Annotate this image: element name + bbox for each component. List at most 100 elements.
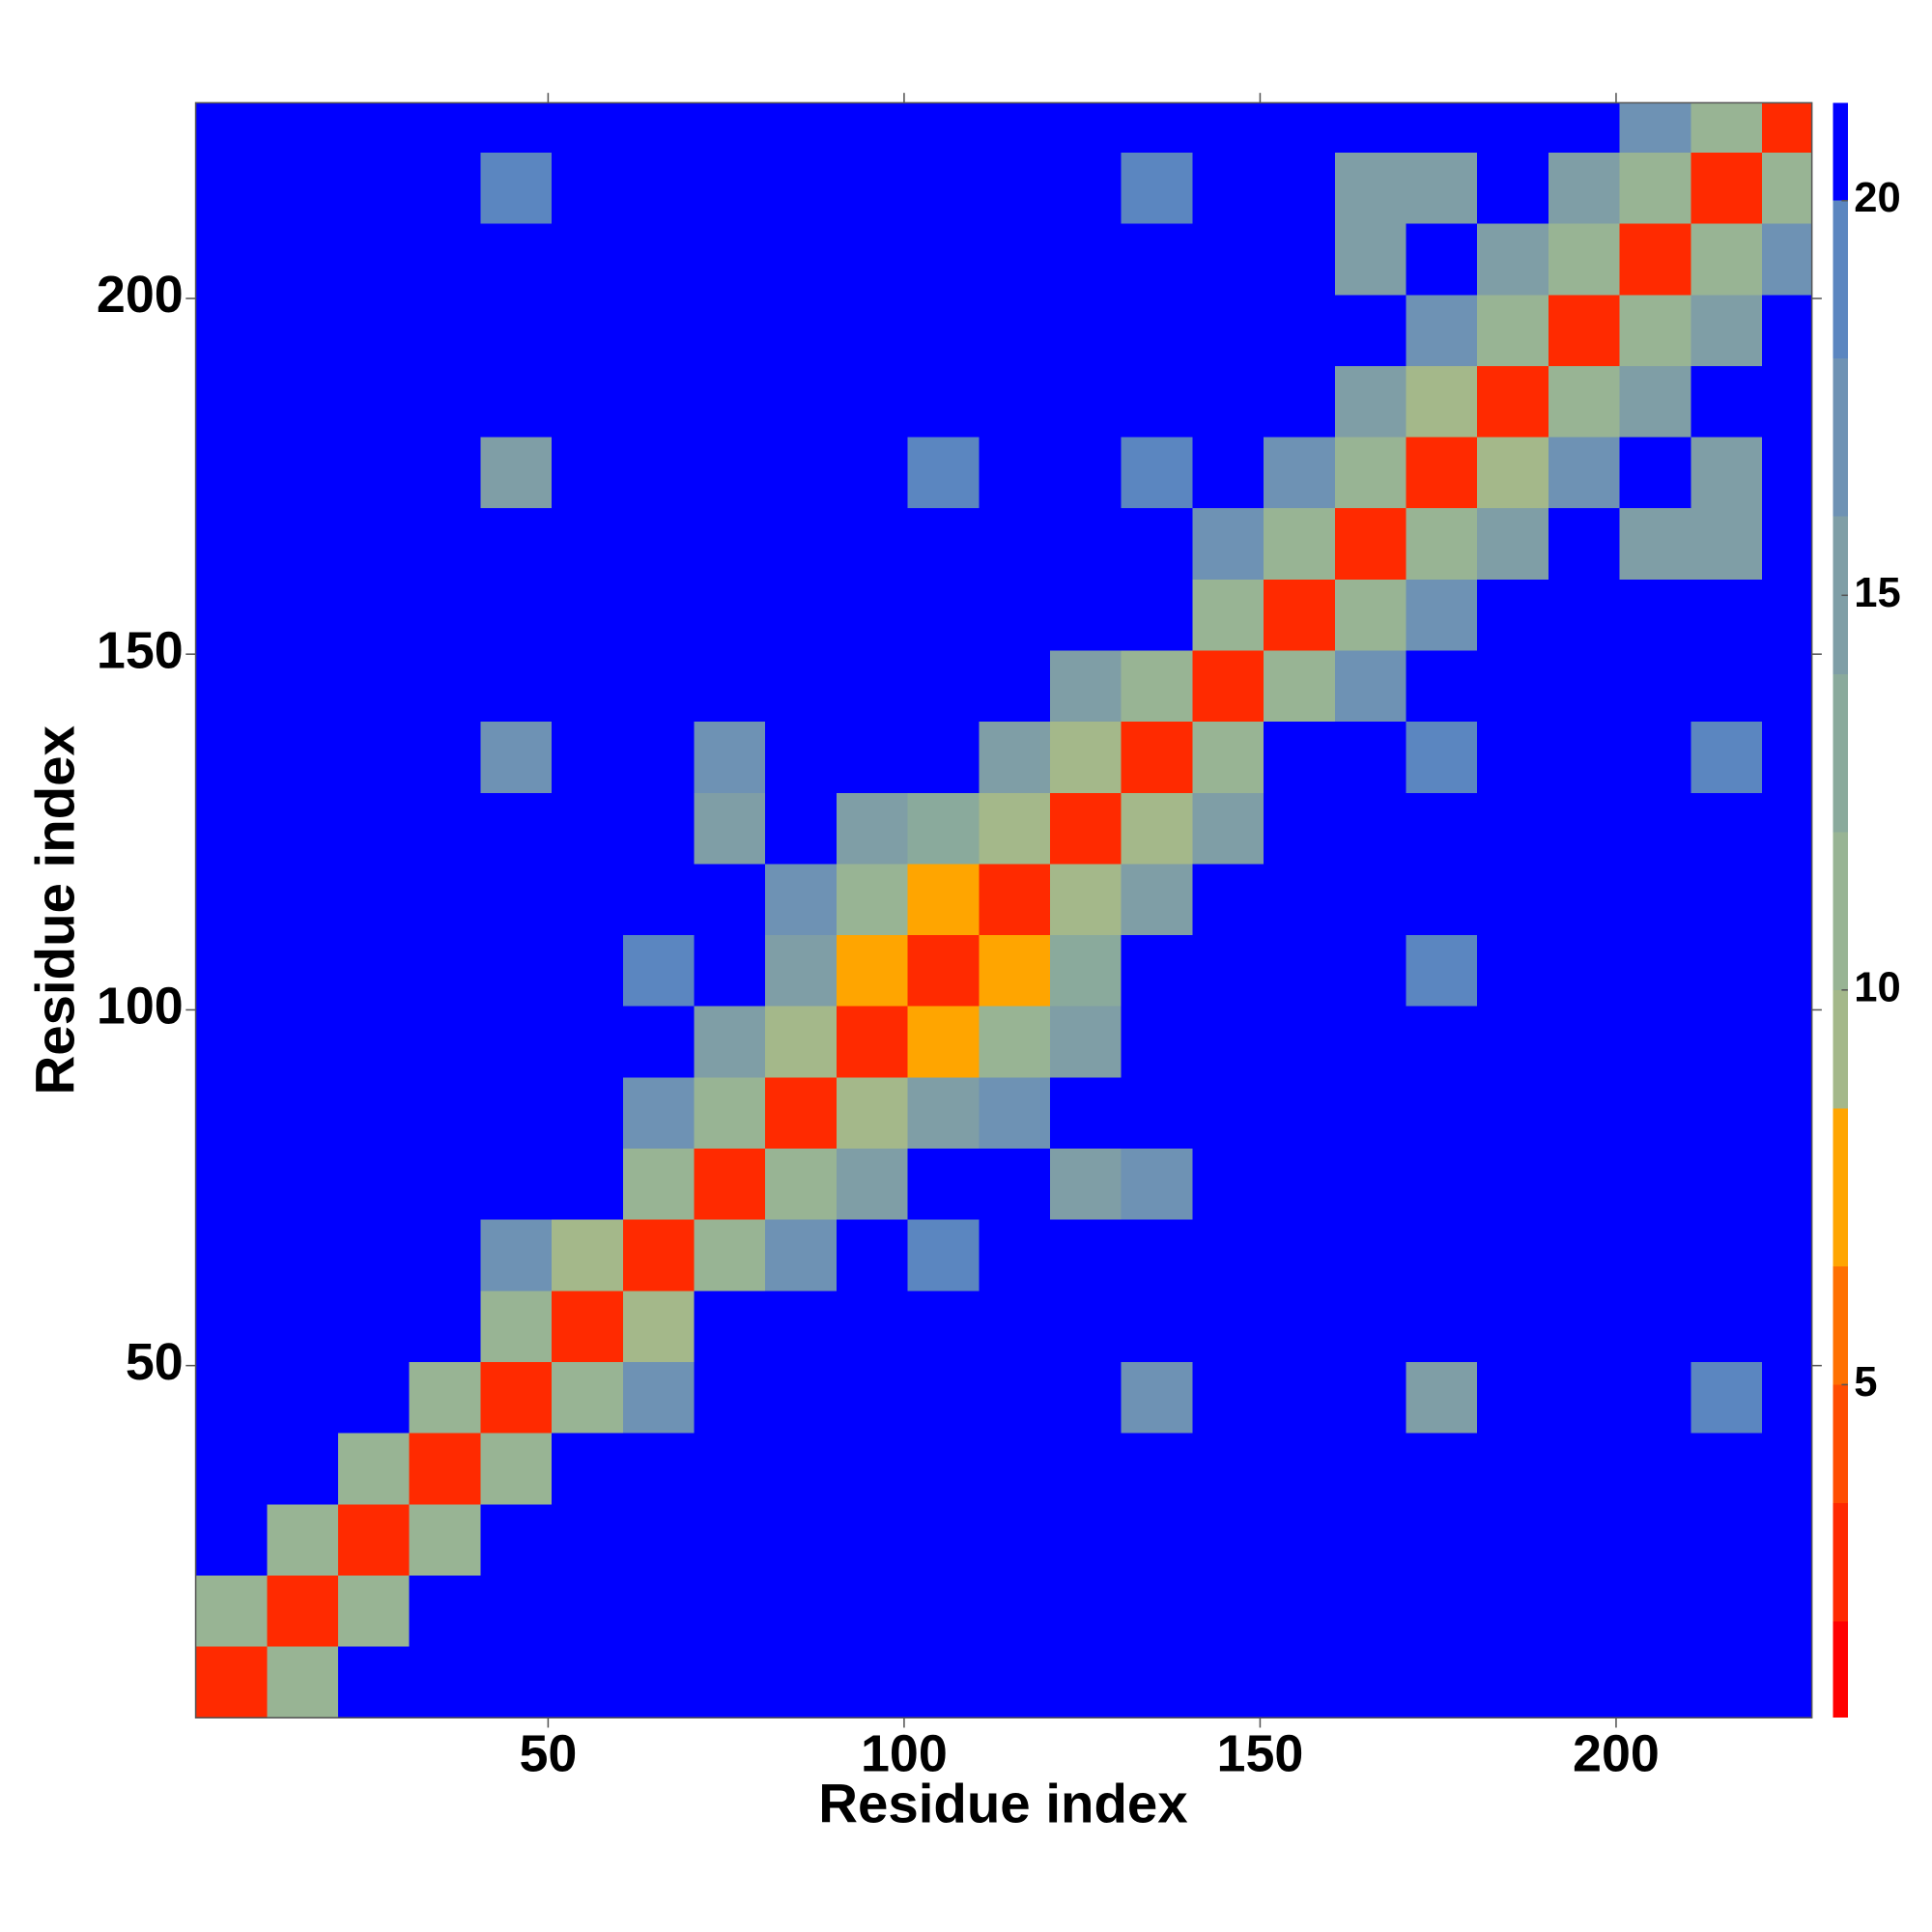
heatmap-cell <box>1548 102 1620 153</box>
heatmap-cell <box>409 508 481 580</box>
heatmap-cell <box>1548 935 1620 1007</box>
heatmap-cell <box>836 152 908 224</box>
heatmap-cell <box>1264 1575 1335 1647</box>
heatmap-cell <box>1477 437 1548 509</box>
x-tick-label: 150 <box>1217 1724 1304 1782</box>
heatmap-cell <box>337 1504 410 1576</box>
heatmap-cell <box>1050 152 1122 224</box>
heatmap-cell <box>1619 935 1691 1007</box>
colorbar-segment <box>1833 516 1848 674</box>
heatmap-cell <box>267 223 338 296</box>
heatmap-cell <box>1050 722 1122 793</box>
heatmap-cell <box>1192 102 1264 153</box>
heatmap-cell <box>409 102 481 153</box>
heatmap-cell <box>1050 579 1122 651</box>
heatmap-cell <box>1477 295 1548 366</box>
heatmap-cell <box>694 437 766 509</box>
heatmap-cell <box>1619 579 1691 651</box>
heatmap-cell <box>1762 1149 1812 1220</box>
heatmap-cell <box>1690 1575 1763 1647</box>
heatmap-cell <box>979 792 1051 865</box>
heatmap-cell <box>1121 1361 1193 1434</box>
heatmap-cell <box>1619 1504 1691 1576</box>
heatmap-cell <box>622 1077 695 1150</box>
heatmap-cell <box>1477 1433 1548 1505</box>
heatmap-cell <box>694 1646 766 1719</box>
x-tick-label: 200 <box>1573 1724 1660 1782</box>
heatmap-cell <box>1192 1575 1264 1647</box>
heatmap-cell <box>267 365 338 438</box>
heatmap-cell <box>195 295 268 366</box>
heatmap-cell <box>1121 1504 1193 1576</box>
heatmap-cell <box>1619 1149 1691 1220</box>
heatmap-cell <box>1050 223 1122 296</box>
colorbar-segment <box>1833 358 1848 517</box>
heatmap-cell <box>1334 864 1406 936</box>
heatmap-cell <box>1192 864 1264 936</box>
heatmap-cell <box>195 1575 268 1647</box>
heatmap-cell <box>409 935 481 1007</box>
heatmap-cell <box>1406 1149 1478 1220</box>
colorbar-segment <box>1833 989 1848 1109</box>
heatmap-cell <box>1121 650 1193 723</box>
heatmap-cell <box>1050 1006 1122 1078</box>
heatmap-cell <box>979 1646 1051 1719</box>
heatmap-cell <box>267 1433 338 1505</box>
heatmap-cell <box>1334 579 1406 651</box>
heatmap-cell <box>409 1219 481 1292</box>
heatmap-cell <box>195 1149 268 1220</box>
heatmap-cell <box>337 1077 410 1150</box>
heatmap-cell <box>267 722 338 793</box>
heatmap-cell <box>1334 792 1406 865</box>
heatmap-cell <box>836 508 908 580</box>
heatmap-cell <box>836 1646 908 1719</box>
heatmap-cell <box>622 579 695 651</box>
heatmap-cell <box>694 1006 766 1078</box>
heatmap-cell <box>622 864 695 936</box>
heatmap-cell <box>1406 1291 1478 1362</box>
heatmap-cell <box>765 1077 837 1150</box>
heatmap-cell <box>694 365 766 438</box>
colorbar-segment <box>1833 1502 1848 1622</box>
heatmap-cell <box>480 792 553 865</box>
heatmap-cell <box>267 935 338 1007</box>
heatmap-cell <box>622 102 695 153</box>
heatmap-cell <box>907 935 980 1007</box>
heatmap-cell <box>1619 152 1691 224</box>
heatmap-cell <box>1548 1646 1620 1719</box>
heatmap-cell <box>1121 152 1193 224</box>
heatmap-cell <box>979 1006 1051 1078</box>
heatmap-cell <box>1264 1291 1335 1362</box>
heatmap-cell <box>1264 864 1335 936</box>
heatmap-cell <box>1548 437 1620 509</box>
colorbar-segment <box>1833 1108 1848 1266</box>
heatmap-cell <box>1619 1219 1691 1292</box>
heatmap-cell <box>1192 1504 1264 1576</box>
heatmap-cell <box>552 1077 623 1150</box>
heatmap-cell <box>765 1646 837 1719</box>
heatmap-cell <box>1192 722 1264 793</box>
heatmap-cell <box>1690 935 1763 1007</box>
heatmap-cell <box>1050 365 1122 438</box>
heatmap-cell <box>195 102 268 153</box>
heatmap-cell <box>765 365 837 438</box>
heatmap-cell <box>1619 1575 1691 1647</box>
heatmap-cell <box>1050 437 1122 509</box>
heatmap-cell <box>1121 722 1193 793</box>
heatmap-cell <box>480 1504 553 1576</box>
heatmap-cell <box>1406 1077 1478 1150</box>
heatmap-cell <box>267 792 338 865</box>
heatmap-cell <box>694 1504 766 1576</box>
heatmap-cell <box>1121 579 1193 651</box>
heatmap-cell <box>907 1361 980 1434</box>
heatmap-cell <box>979 1291 1051 1362</box>
heatmap-cell <box>622 792 695 865</box>
heatmap-cell <box>836 1006 908 1078</box>
heatmap-cell <box>337 1219 410 1292</box>
heatmap-cell <box>907 1149 980 1220</box>
heatmap-cell <box>1264 1149 1335 1220</box>
heatmap-cell <box>1762 1361 1812 1434</box>
heatmap-cell <box>979 508 1051 580</box>
heatmap-cell <box>409 1646 481 1719</box>
heatmap-cell <box>1264 1504 1335 1576</box>
